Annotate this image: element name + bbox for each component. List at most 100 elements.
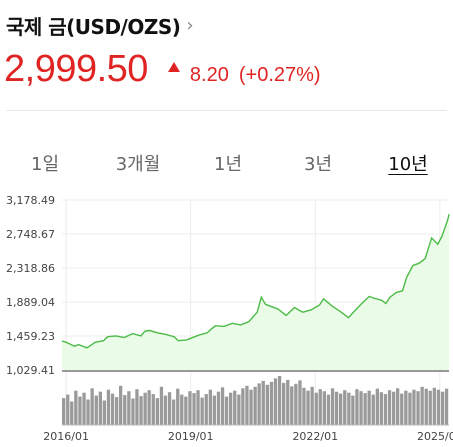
volume-bar [286,379,290,425]
volume-bar [334,391,339,425]
volume-bar [387,390,392,425]
quote-row: 2,999.50 8.20 (+0.27%) [4,48,321,94]
volume-bar [184,396,188,425]
volume-bar [392,391,396,425]
volume-bar [147,390,151,425]
volume-bar [436,389,441,425]
x-tick-label: 2022/01 [292,430,338,443]
volume-bar [237,394,241,425]
y-tick-label: 2,748.67 [6,228,55,241]
volume-bar [135,389,139,425]
volume-bar [224,396,229,425]
volume-bar [82,392,86,425]
tab-10y[interactable]: 10년 [388,154,428,175]
volume-bar [155,398,159,426]
x-tick-label: 2016/01 [43,430,89,443]
chevron-right-icon[interactable]: › [186,14,194,36]
volume-bar [253,386,257,425]
y-tick-label: 3,178.49 [6,194,55,207]
volume-bar [282,382,286,425]
volume-bar [408,392,412,425]
volume-bar [265,384,269,425]
volume-bar [326,394,331,425]
volume-bar [359,391,363,425]
volume-bar [131,398,135,425]
volume-bar [192,393,196,425]
price-change-percent: (+0.27%) [238,64,321,86]
volume-bar [176,388,180,425]
volume-bar [261,380,265,425]
tab-3y[interactable]: 3년 [303,154,333,175]
volume-bar [363,393,367,425]
volume-bar [351,395,355,425]
volume-bar [375,388,379,425]
volume-bar [367,390,371,425]
volume-bar [102,400,106,425]
volume-bar [143,392,147,425]
volume-bar [245,385,249,425]
volume-bar [98,391,102,425]
volume-bar [110,393,115,425]
y-tick-label: 2,318.86 [6,262,55,275]
volume-bar [294,383,298,425]
volume-bar [339,393,343,425]
volume-bar [127,391,131,425]
volume-bar [115,397,119,425]
instrument-header[interactable]: 국제 금(USD/OZS) › [6,10,194,40]
volume-bar [428,390,432,425]
tab-1d[interactable]: 1일 [30,154,60,175]
volume-bar [196,390,200,425]
volume-bar [318,389,322,425]
volume-bar [200,397,204,425]
volume-bar [204,394,208,425]
x-tick-label: 2019/01 [168,430,214,443]
volume-bar [119,385,123,425]
y-tick-label: 1,459.23 [6,330,55,343]
volume-bar [220,387,225,425]
volume-bar [273,378,278,425]
volume-bar [90,388,94,426]
volume-bar [396,388,400,426]
volume-bar [66,394,70,425]
volume-bar [355,389,359,425]
volume-bar [440,391,445,425]
volume-bar [78,396,82,425]
y-tick-label: 1,029.41 [6,364,55,377]
volume-bar [233,390,237,425]
volume-bar [241,388,245,426]
price-change: 8.20 [189,64,229,86]
price-line [61,214,450,349]
volume-bar [444,388,449,425]
volume-bar [347,392,351,425]
triangle-up-icon [167,62,180,72]
volume-bar [229,392,233,425]
tab-3m[interactable]: 3개월 [115,154,161,175]
volume-bar [424,388,428,425]
volume-bar [62,398,66,426]
instrument-title[interactable]: 국제 금(USD/OZS) [6,14,181,39]
y-tick-label: 1,889.04 [6,296,55,309]
volume-bar [277,376,282,425]
volume-bar [86,399,90,425]
period-tabs: 1일 3개월 1년 3년 10년 [0,150,453,180]
tab-1y[interactable]: 1년 [213,154,243,175]
volume-bar [290,386,294,425]
y-axis-labels: 3,178.49 2,748.67 2,318.86 1,889.04 1,459.23… [6,194,55,377]
volume-bar [139,396,143,425]
volume-bar [420,386,424,425]
volume-bar [94,395,98,425]
volume-bar [159,386,164,425]
volume-bar [371,394,375,425]
divider [6,110,447,111]
volume-bar [416,391,420,425]
volume-bar [180,394,184,425]
volume-bar [383,394,388,425]
volume-bar [379,392,383,425]
volume-bar [404,390,408,425]
current-price: 2,999.50 [4,48,148,90]
volume-bar [212,395,216,425]
volume-bar [216,391,221,425]
volume-bar [310,386,314,425]
volume-bar [314,392,318,425]
price-area-fill [62,214,449,370]
